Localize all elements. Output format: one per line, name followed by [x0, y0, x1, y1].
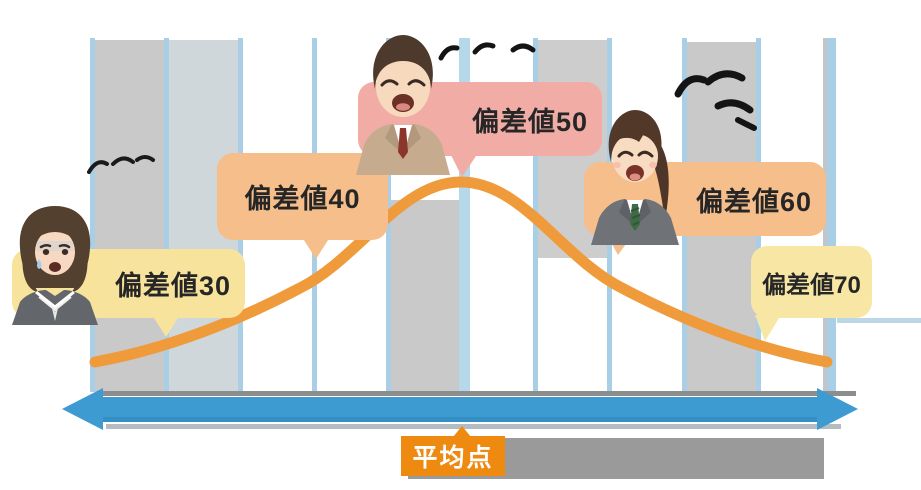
bubble-label: 偏差値60 — [695, 186, 812, 217]
average-box-tail — [453, 426, 471, 437]
laugh-marks-girl — [668, 62, 763, 132]
axis-line — [100, 391, 856, 396]
emotion-marks-left — [85, 148, 157, 180]
bubble-tail — [450, 153, 478, 177]
gridline — [164, 38, 169, 392]
average-score-label: 平均点 — [412, 444, 494, 472]
bubble-label: 偏差値50 — [471, 106, 588, 137]
laugh-marks-man — [435, 36, 550, 66]
laughing-girl-avatar — [585, 100, 685, 245]
faint-horizontal-line — [837, 318, 921, 323]
gridline — [827, 38, 836, 392]
anxious-girl-avatar — [8, 200, 103, 325]
bubble-label: 偏差値70 — [762, 271, 861, 299]
mean-center-band — [459, 38, 470, 392]
bubble-tail — [152, 315, 180, 337]
bubble-hensachi-70: 偏差値70 — [751, 246, 872, 341]
bubble-tail — [302, 237, 330, 259]
bubble-label: 偏差値40 — [244, 184, 361, 214]
histogram-column — [391, 200, 459, 392]
average-score-box: 平均点 — [401, 426, 505, 476]
bubble-tail — [755, 315, 781, 341]
laughing-man-avatar — [348, 25, 458, 175]
arrow-under-line — [106, 424, 841, 429]
gridline — [90, 38, 95, 392]
bubble-label: 偏差値30 — [114, 271, 231, 301]
